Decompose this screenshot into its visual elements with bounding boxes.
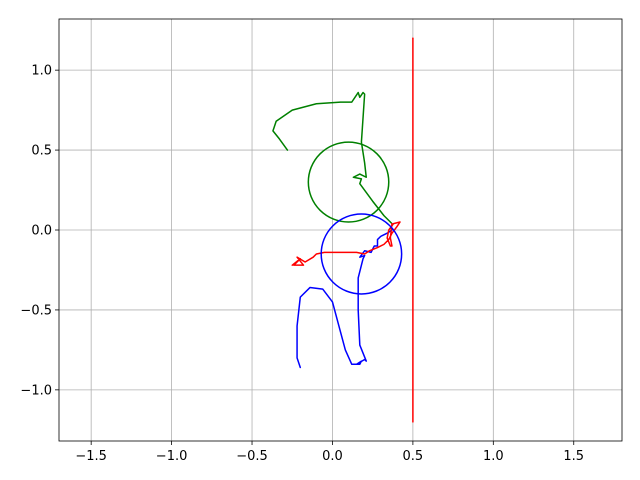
axis-ticks: −1.5 −1.0 −0.5 0.0 0.5 1.0 1.5 −1.0 −0.5 0.0 0.5 1.… (20, 64, 584, 464)
y-tick-label: −0.5 (20, 303, 52, 318)
x-tick-label: 1.5 (563, 449, 584, 464)
circle-mark-1 (307, 141, 390, 223)
series-line-3 (291, 221, 401, 266)
x-tick-label: −1.0 (156, 449, 188, 464)
y-tick-label: 0.5 (31, 144, 52, 159)
y-tick-label: −1.0 (20, 383, 52, 398)
plot-area (272, 37, 414, 423)
x-tick-label: −0.5 (236, 449, 268, 464)
x-tick-label: 0.0 (322, 449, 343, 464)
x-tick-label: −1.5 (75, 449, 107, 464)
x-tick-label: 1.0 (483, 449, 504, 464)
y-tick-label: 1.0 (31, 64, 52, 79)
y-tick-label: 0.0 (31, 224, 52, 239)
series-line-1 (272, 91, 393, 225)
circle-mark-2 (320, 213, 403, 295)
x-tick-label: 0.5 (403, 449, 424, 464)
series-line-2 (296, 229, 393, 369)
